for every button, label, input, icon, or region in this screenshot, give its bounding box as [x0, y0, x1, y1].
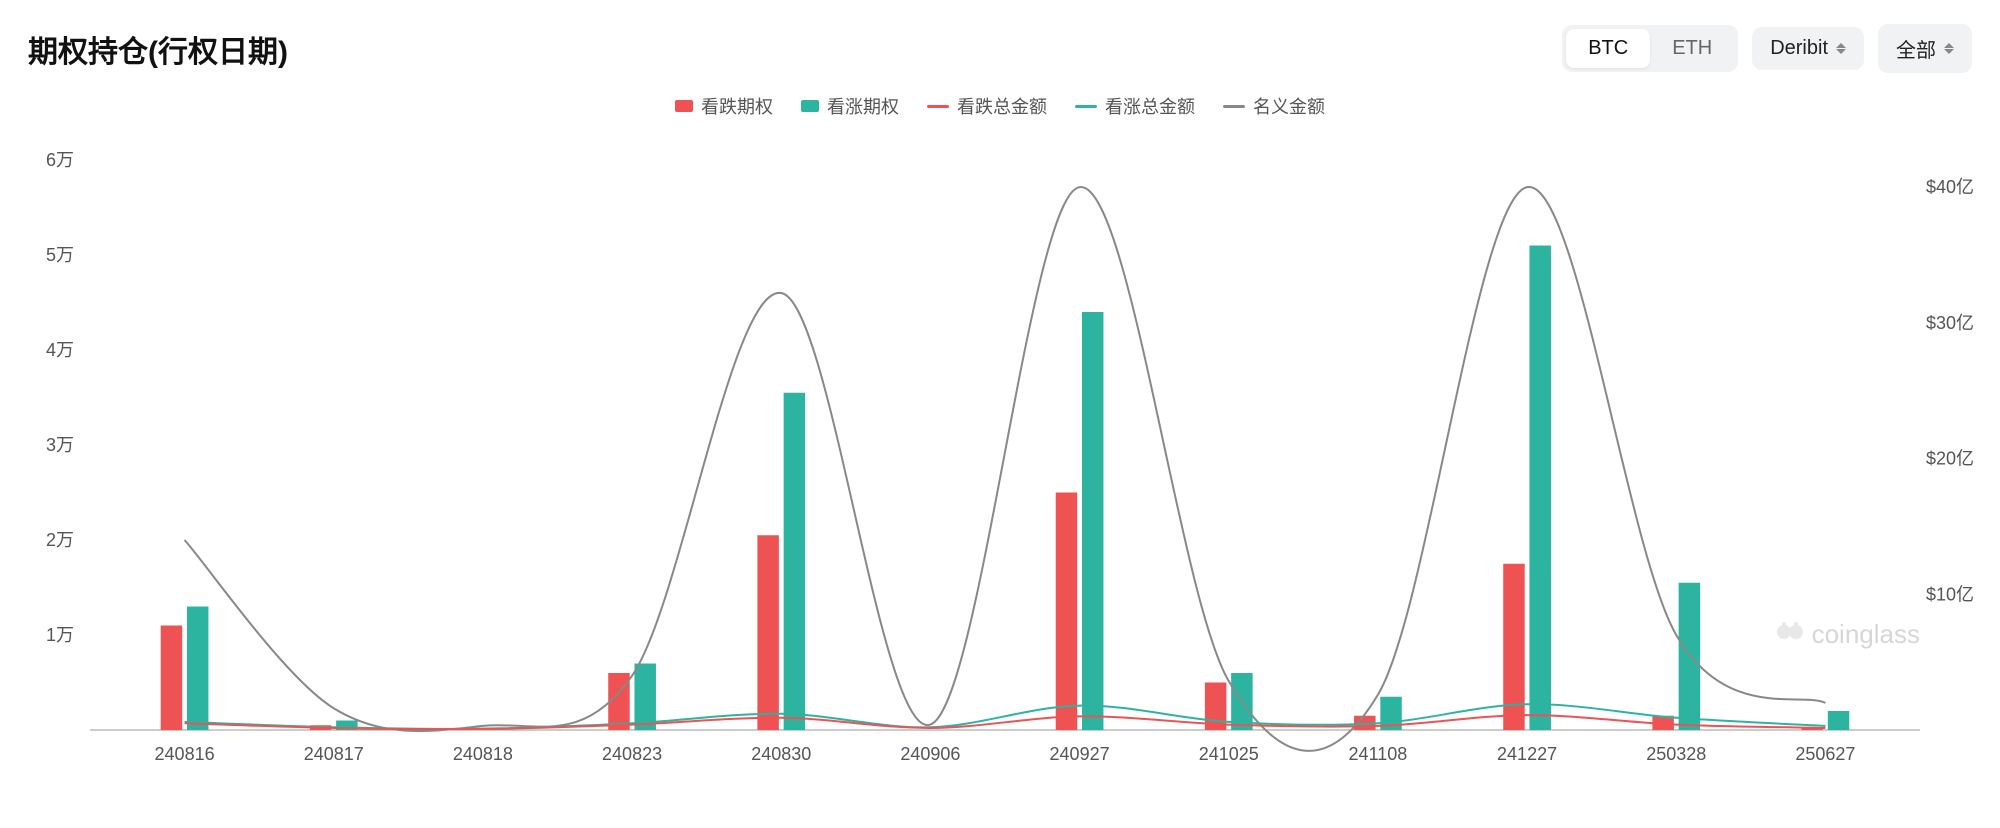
svg-text:240816: 240816 [155, 744, 215, 764]
chart-svg: 1万 2万 3万 4万 5万 6万 $10亿 $20亿 $30亿 $40亿 240816 240817… [0, 140, 2000, 800]
bar-call [1529, 246, 1550, 731]
bar-put [161, 626, 182, 731]
svg-text:240817: 240817 [304, 744, 364, 764]
svg-text:241025: 241025 [1199, 744, 1259, 764]
chart-area: 1万 2万 3万 4万 5万 6万 $10亿 $20亿 $30亿 $40亿 240816 240817… [0, 140, 2000, 800]
svg-text:2万: 2万 [46, 530, 74, 550]
svg-text:$40亿: $40亿 [1926, 177, 1974, 197]
svg-text:241108: 241108 [1349, 744, 1408, 764]
legend-label: 看涨期权 [827, 93, 899, 119]
legend-label: 看跌期权 [701, 93, 773, 119]
watermark: coinglass [1774, 618, 1920, 650]
toggle-btc[interactable]: BTC [1566, 29, 1650, 68]
series-line [185, 187, 1826, 751]
svg-text:3万: 3万 [46, 435, 74, 455]
swatch-icon [1075, 105, 1097, 108]
bar-call [1082, 312, 1103, 730]
bar-call [1679, 583, 1700, 730]
bar-put [757, 535, 778, 730]
svg-text:240830: 240830 [751, 744, 811, 764]
legend-notional-line[interactable]: 名义金额 [1223, 93, 1325, 119]
bar-call [634, 664, 655, 731]
svg-text:240927: 240927 [1050, 744, 1110, 764]
svg-text:$10亿: $10亿 [1926, 584, 1974, 604]
bar-put [1056, 493, 1077, 731]
chevron-updown-icon [1836, 43, 1846, 54]
exchange-dropdown[interactable]: Deribit [1752, 27, 1864, 70]
legend-call-bar[interactable]: 看涨期权 [801, 93, 899, 119]
swatch-icon [801, 100, 819, 112]
exchange-dropdown-label: Deribit [1770, 37, 1828, 60]
legend-put-bar[interactable]: 看跌期权 [675, 93, 773, 119]
coin-toggle: BTC ETH [1562, 25, 1738, 72]
legend-label: 看跌总金额 [957, 93, 1047, 119]
svg-text:240823: 240823 [602, 744, 662, 764]
range-dropdown-label: 全部 [1896, 34, 1936, 63]
svg-text:240818: 240818 [453, 744, 513, 764]
svg-text:240906: 240906 [900, 744, 960, 764]
legend-label: 看涨总金额 [1105, 93, 1195, 119]
bar-call [187, 607, 208, 731]
svg-text:$30亿: $30亿 [1926, 313, 1974, 333]
svg-text:250328: 250328 [1646, 744, 1706, 764]
controls-row: BTC ETH Deribit 全部 [1562, 24, 1972, 73]
swatch-icon [675, 100, 693, 112]
legend-call-line[interactable]: 看涨总金额 [1075, 93, 1195, 119]
chevron-updown-icon [1944, 43, 1954, 54]
svg-text:1万: 1万 [46, 625, 74, 645]
coinglass-logo-icon [1774, 618, 1806, 650]
svg-text:5万: 5万 [46, 245, 74, 265]
page-title: 期权持仓(行权日期) [28, 27, 288, 71]
legend-label: 名义金额 [1253, 93, 1325, 119]
chart-legend: 看跌期权 看涨期权 看跌总金额 看涨总金额 名义金额 [0, 93, 2000, 119]
svg-text:4万: 4万 [46, 340, 74, 360]
svg-text:$20亿: $20亿 [1926, 449, 1974, 469]
swatch-icon [927, 105, 949, 108]
range-dropdown[interactable]: 全部 [1878, 24, 1972, 73]
bar-call [784, 393, 805, 730]
svg-text:6万: 6万 [46, 150, 74, 170]
watermark-label: coinglass [1812, 619, 1920, 650]
svg-text:241227: 241227 [1497, 744, 1557, 764]
toggle-eth[interactable]: ETH [1650, 29, 1734, 68]
swatch-icon [1223, 105, 1245, 108]
legend-put-line[interactable]: 看跌总金额 [927, 93, 1047, 119]
svg-text:250627: 250627 [1795, 744, 1855, 764]
bar-call [1828, 711, 1849, 730]
